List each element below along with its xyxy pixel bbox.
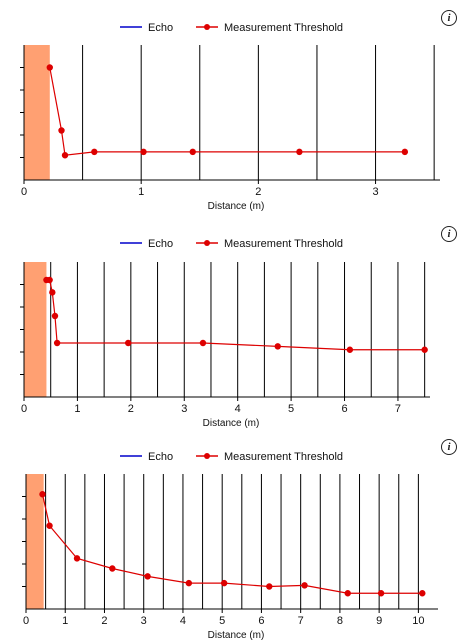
threshold-point: [199, 339, 207, 347]
threshold-point: [39, 491, 46, 498]
legend-echo-label: Echo: [148, 451, 173, 463]
threshold-point: [46, 64, 53, 71]
info-icon[interactable]: i: [441, 226, 457, 242]
threshold-point: [73, 555, 81, 562]
threshold-point: [144, 573, 151, 580]
x-tick-label: 2: [128, 403, 134, 415]
chart-panel-2: Echo Measurement Threshold 0 1 2 3 4 5 6 7 Distanc…: [0, 216, 465, 428]
x-tick-label: 3: [372, 186, 378, 198]
threshold-point: [189, 148, 196, 156]
x-tick-label: 0: [21, 403, 27, 415]
x-tick-label: 1: [138, 186, 144, 198]
x-tick-label: 1: [62, 615, 68, 627]
x-tick-label: 5: [219, 615, 225, 627]
x-tick-label: 6: [341, 403, 347, 415]
x-tick-label: 4: [180, 615, 186, 627]
info-icon[interactable]: i: [441, 439, 457, 455]
threshold-point: [220, 579, 228, 587]
threshold-point: [377, 590, 385, 597]
legend-threshold-marker: [204, 24, 210, 30]
legend: Echo Measurement Threshold: [120, 451, 343, 463]
threshold-point: [46, 276, 53, 284]
threshold-point: [274, 343, 281, 350]
blind-zone: [24, 45, 50, 180]
legend-threshold-label: Measurement Threshold: [224, 22, 343, 34]
threshold-point: [51, 312, 59, 320]
threshold-line: [41, 494, 423, 594]
threshold-point: [185, 579, 193, 587]
threshold-line: [46, 279, 425, 351]
threshold-point: [124, 339, 132, 347]
blind-zone: [26, 474, 44, 609]
threshold-line: [49, 67, 405, 156]
x-tick-label: 10: [412, 615, 424, 627]
threshold-point: [53, 339, 61, 347]
x-axis-label: Distance (m): [203, 418, 260, 428]
threshold-point: [419, 590, 426, 597]
chart-panel-3: Echo Measurement Threshold 0 1 2 3 4 5 6 7 8 9 10 Dis…: [0, 429, 465, 641]
threshold-point: [266, 583, 273, 590]
x-tick-label: 4: [235, 403, 241, 415]
legend-threshold-label: Measurement Threshold: [224, 451, 343, 463]
threshold-point: [61, 152, 69, 159]
threshold-point: [401, 148, 409, 156]
x-axis-label: Distance (m): [208, 630, 265, 641]
chart-panel-1: Echo Measurement Threshold 0 1 2 3 Distance (m…: [0, 0, 465, 212]
x-tick-label: 0: [23, 615, 29, 627]
legend: Echo Measurement Threshold: [120, 238, 343, 250]
chart-2: Echo Measurement Threshold 0 1 2 3 4 5 6 7 Distanc…: [20, 238, 430, 428]
threshold-point: [301, 582, 308, 589]
legend-echo-label: Echo: [148, 238, 173, 250]
info-icon[interactable]: i: [441, 10, 457, 26]
legend-threshold-label: Measurement Threshold: [224, 238, 343, 250]
x-tick-label: 3: [181, 403, 187, 415]
chart-3: Echo Measurement Threshold 0 1 2 3 4 5 6 7 8 9 10 Dis…: [22, 451, 438, 641]
x-tick-label: 0: [21, 186, 27, 198]
x-tick-label: 7: [298, 615, 304, 627]
threshold-point: [346, 346, 354, 353]
threshold-point: [46, 522, 53, 529]
blind-zone: [24, 262, 47, 397]
x-axis-label: Distance (m): [208, 201, 265, 212]
x-tick-label: 2: [101, 615, 107, 627]
threshold-point: [140, 148, 147, 156]
chart-1: Echo Measurement Threshold 0 1 2 3 Distance (m…: [20, 22, 440, 212]
x-tick-label: 2: [255, 186, 261, 198]
legend-threshold-marker: [204, 240, 210, 246]
legend-threshold-marker: [204, 453, 210, 459]
threshold-point: [421, 346, 428, 353]
threshold-point: [91, 148, 98, 156]
legend: Echo Measurement Threshold: [120, 22, 343, 34]
legend-echo-label: Echo: [148, 22, 173, 34]
threshold-point: [49, 289, 56, 296]
x-tick-label: 9: [376, 615, 382, 627]
x-tick-label: 7: [395, 403, 401, 415]
threshold-point: [58, 127, 65, 134]
threshold-point: [109, 565, 116, 572]
x-tick-label: 8: [337, 615, 343, 627]
x-tick-label: 5: [288, 403, 294, 415]
x-tick-label: 1: [74, 403, 80, 415]
x-tick-label: 6: [258, 615, 264, 627]
x-tick-label: 3: [141, 615, 147, 627]
threshold-point: [296, 148, 303, 156]
threshold-point: [344, 590, 351, 597]
